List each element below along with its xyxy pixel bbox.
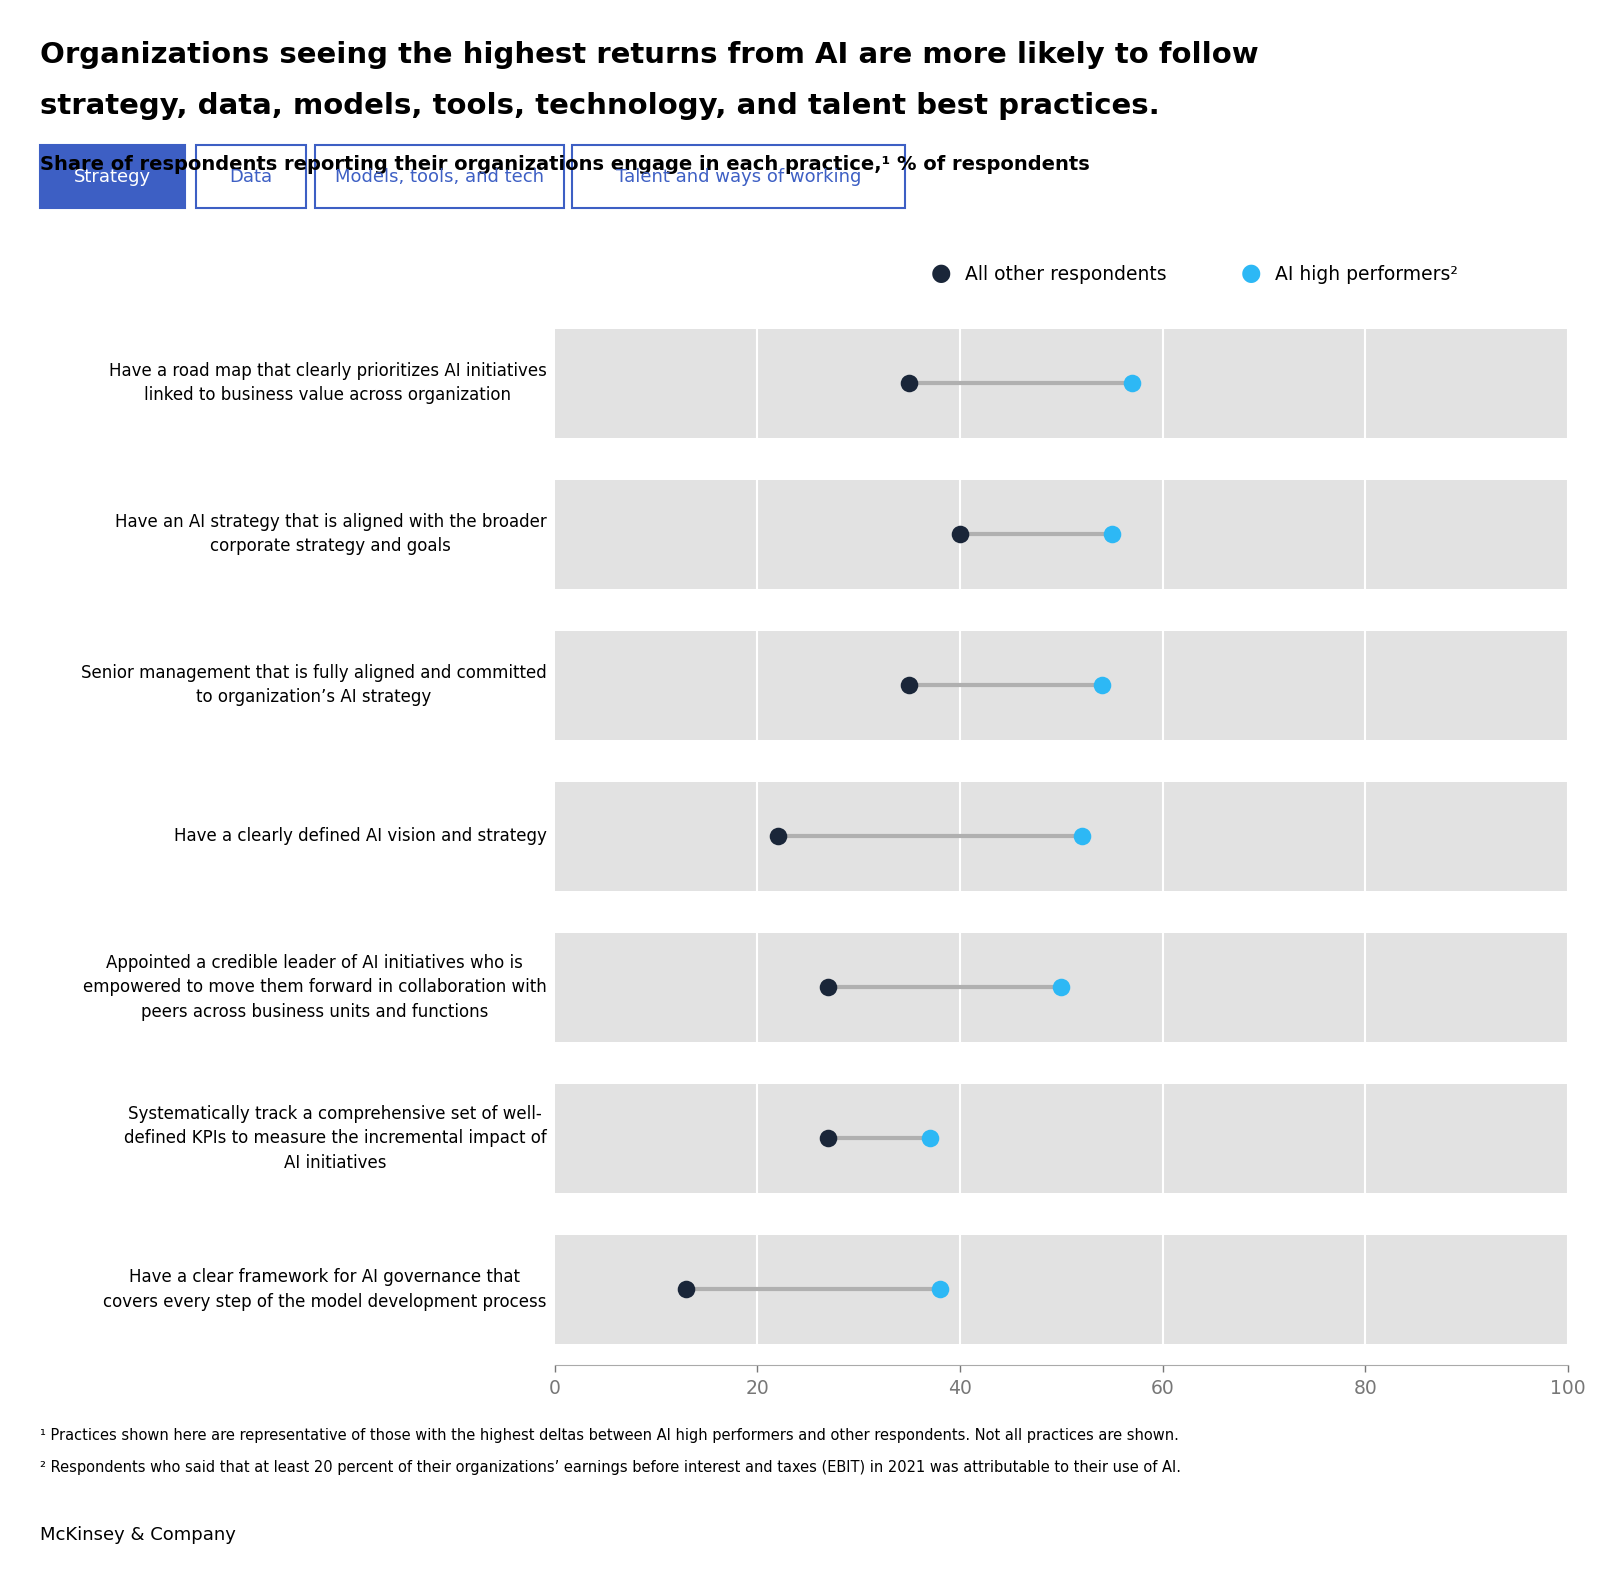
Text: Strategy: Strategy bbox=[74, 167, 151, 186]
Text: Have a road map that clearly prioritizes AI initiatives
linked to business value: Have a road map that clearly prioritizes… bbox=[109, 361, 546, 404]
Bar bbox=[554, 328, 1567, 437]
Text: Data: Data bbox=[230, 167, 272, 186]
Point bbox=[1069, 824, 1094, 849]
Text: All other respondents: All other respondents bbox=[964, 265, 1165, 284]
Text: strategy, data, models, tools, technology, and talent best practices.: strategy, data, models, tools, technolog… bbox=[40, 92, 1159, 120]
Text: Share of respondents reporting their organizations engage in each practice,¹ % o: Share of respondents reporting their org… bbox=[40, 155, 1090, 174]
Bar bbox=[554, 480, 1567, 589]
Bar bbox=[554, 1084, 1567, 1193]
Point bbox=[815, 975, 840, 1000]
Text: Talent and ways of working: Talent and ways of working bbox=[615, 167, 861, 186]
Point bbox=[916, 1125, 942, 1150]
Text: Models, tools, and tech: Models, tools, and tech bbox=[336, 167, 543, 186]
Text: ●: ● bbox=[930, 260, 950, 286]
Point bbox=[815, 1125, 840, 1150]
Text: Appointed a credible leader of AI initiatives who is
empowered to move them forw: Appointed a credible leader of AI initia… bbox=[84, 955, 546, 1021]
Point bbox=[1088, 672, 1114, 697]
Text: Have an AI strategy that is aligned with the broader
corporate strategy and goal: Have an AI strategy that is aligned with… bbox=[114, 513, 546, 555]
Point bbox=[1099, 522, 1125, 548]
Text: AI high performers²: AI high performers² bbox=[1274, 265, 1458, 284]
Text: Organizations seeing the highest returns from AI are more likely to follow: Organizations seeing the highest returns… bbox=[40, 41, 1258, 69]
Bar bbox=[554, 933, 1567, 1041]
Bar bbox=[554, 1236, 1567, 1344]
Point bbox=[1048, 975, 1073, 1000]
Point bbox=[765, 824, 791, 849]
Point bbox=[926, 1277, 951, 1302]
Point bbox=[947, 522, 972, 548]
Text: Senior management that is fully aligned and committed
to organization’s AI strat: Senior management that is fully aligned … bbox=[80, 664, 546, 707]
Point bbox=[897, 371, 922, 396]
Point bbox=[897, 672, 922, 697]
Point bbox=[673, 1277, 699, 1302]
Point bbox=[1118, 371, 1144, 396]
Text: ●: ● bbox=[1241, 260, 1260, 286]
Text: ² Respondents who said that at least 20 percent of their organizations’ earnings: ² Respondents who said that at least 20 … bbox=[40, 1460, 1181, 1475]
Text: Systematically track a comprehensive set of well-
defined KPIs to measure the in: Systematically track a comprehensive set… bbox=[124, 1105, 546, 1172]
Bar bbox=[554, 631, 1567, 740]
Bar bbox=[554, 783, 1567, 890]
Text: Have a clearly defined AI vision and strategy: Have a clearly defined AI vision and str… bbox=[174, 827, 546, 846]
Text: ¹ Practices shown here are representative of those with the highest deltas betwe: ¹ Practices shown here are representativ… bbox=[40, 1428, 1178, 1444]
Text: Have a clear framework for AI governance that
covers every step of the model dev: Have a clear framework for AI governance… bbox=[103, 1269, 546, 1311]
Text: McKinsey & Company: McKinsey & Company bbox=[40, 1526, 236, 1543]
